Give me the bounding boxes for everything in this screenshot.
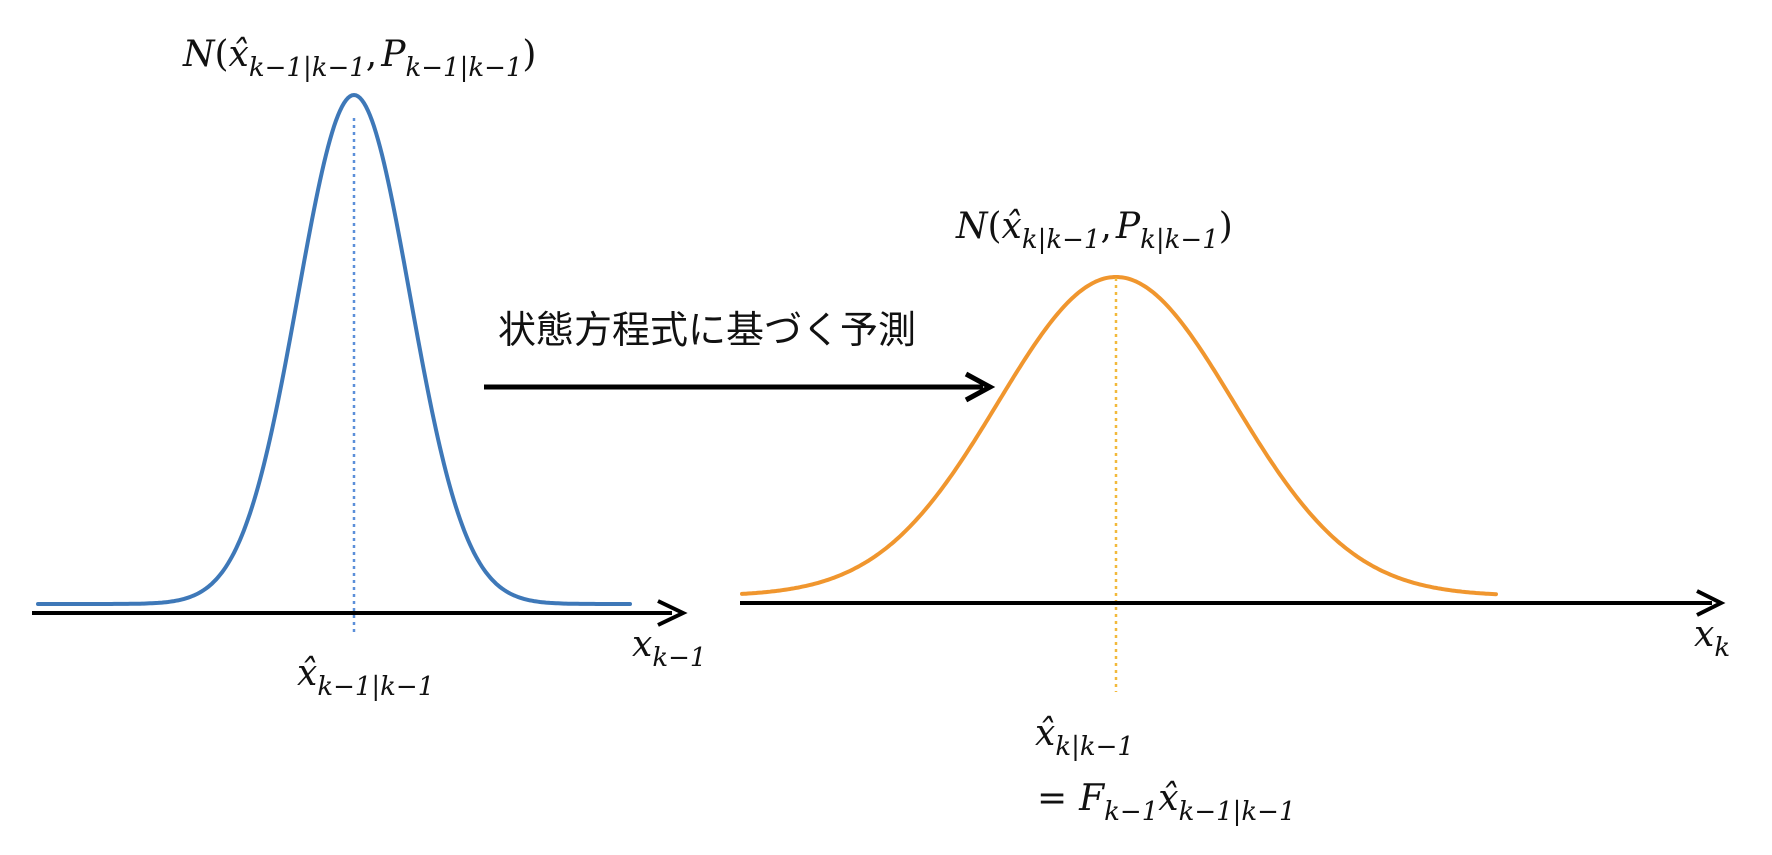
prior-axis-subscript: k−1 (652, 643, 706, 673)
pred-dist-close-paren: ) (1219, 206, 1233, 247)
prior-dist-P-subscript: k−1|k−1 (405, 53, 522, 83)
prior-axis-label: xk−1 (632, 624, 706, 673)
pred-mean-subscript: k|k−1 (1055, 732, 1134, 762)
prior-x-axis-arrowhead (657, 599, 688, 627)
prior-mean-subscript: k−1|k−1 (317, 672, 434, 702)
pred-dist-open-paren: ( (988, 206, 1002, 247)
predicted-mean-label: x̂k|k−1 (1035, 713, 1134, 762)
pred-mean-xhat: x̂ (1035, 713, 1055, 754)
equation-xhat-subscript: k−1|k−1 (1179, 797, 1296, 827)
predicted-axis-label: xk (1694, 614, 1730, 663)
predicted-gaussian-curve (740, 275, 1498, 597)
equation-F-subscript: k−1 (1104, 797, 1158, 827)
prediction-arrow-head (964, 371, 996, 403)
prior-dist-P: P (380, 34, 406, 75)
pred-axis-x: x (1694, 614, 1714, 655)
equation-F: F (1078, 778, 1106, 819)
pred-dist-comma: , (1100, 206, 1111, 247)
prediction-equation: = Fk−1x̂k−1|k−1 (1037, 778, 1296, 827)
predicted-distribution-label: N(x̂k|k−1, Pk|k−1) (955, 206, 1233, 255)
pred-dist-xhat-subscript: k|k−1 (1022, 225, 1101, 255)
pred-dist-P-subscript: k|k−1 (1140, 225, 1219, 255)
prior-dist-comma: , (366, 34, 377, 75)
pred-axis-subscript: k (1714, 633, 1730, 663)
equation-xhat: x̂ (1158, 778, 1178, 819)
prediction-arrow-label: 状態方程式に基づく予測 (498, 308, 916, 352)
pred-dist-xhat: x̂ (1002, 206, 1022, 247)
prior-dist-N: N (182, 34, 216, 75)
prior-gaussian-curve (36, 92, 632, 606)
prior-dist-close-paren: ) (522, 34, 536, 75)
prior-mean-xhat: x̂ (297, 653, 317, 694)
prior-axis-x: x (632, 624, 652, 665)
prior-distribution-label: N(x̂k−1|k−1, Pk−1|k−1) (182, 34, 536, 83)
equation-equals-sign: = (1037, 778, 1067, 819)
prior-dist-xhat-subscript: k−1|k−1 (249, 53, 366, 83)
predicted-x-axis-arrowhead (1696, 589, 1726, 617)
prior-mean-label: x̂k−1|k−1 (297, 653, 434, 702)
pred-dist-P: P (1115, 206, 1141, 247)
prior-dist-xhat: x̂ (229, 34, 249, 75)
pred-dist-N: N (955, 206, 989, 247)
prior-dist-open-paren: ( (215, 34, 229, 75)
